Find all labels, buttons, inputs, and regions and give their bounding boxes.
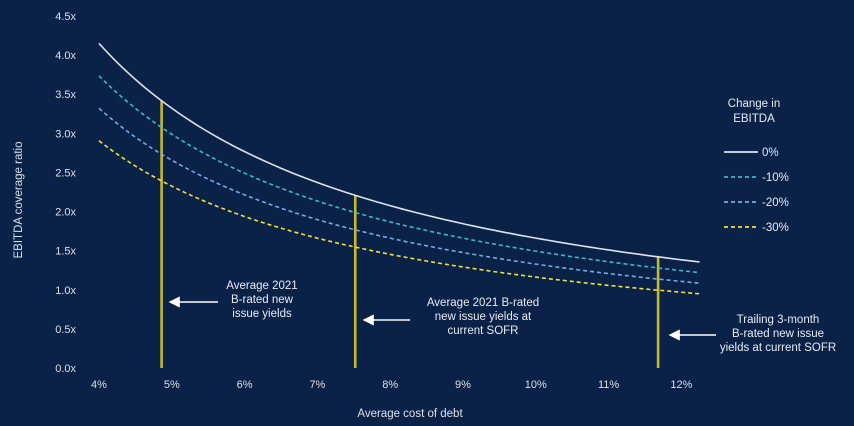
y-tick-label: 0.0x bbox=[55, 363, 76, 375]
x-tick-label: 5% bbox=[164, 379, 180, 391]
y-tick-label: 3.5x bbox=[55, 89, 76, 101]
annotation-line: Trailing 3-month bbox=[737, 314, 820, 326]
annotation-line: current SOFR bbox=[448, 325, 519, 337]
x-tick-label: 8% bbox=[382, 379, 398, 391]
annotation-label-1: Average 2021 B-rated new issue yields bbox=[226, 280, 297, 320]
legend-title-line: EBITDA bbox=[733, 113, 775, 125]
legend-title-line: Change in bbox=[728, 98, 780, 110]
legend-label-1: 0% bbox=[762, 147, 779, 159]
x-tick-label: 4% bbox=[91, 379, 107, 391]
series-line-4 bbox=[98, 140, 700, 295]
x-tick-label: 10% bbox=[525, 379, 547, 391]
x-axis-title: Average cost of debt bbox=[357, 408, 463, 420]
x-tick-label: 7% bbox=[309, 379, 325, 391]
annotation-line: Average 2021 bbox=[226, 280, 297, 292]
annotation-label-3: Trailing 3-month B-rated new issue yields … bbox=[720, 314, 836, 354]
annotation-line: B-rated new issue bbox=[732, 328, 824, 340]
series-line-2 bbox=[98, 75, 700, 274]
y-tick-label: 3.0x bbox=[55, 128, 76, 140]
y-tick-label: 4.0x bbox=[55, 50, 76, 62]
annotation-line: yields at current SOFR bbox=[720, 342, 836, 354]
y-tick-label: 1.0x bbox=[55, 285, 76, 297]
legend-label-2: -10% bbox=[762, 172, 789, 184]
y-tick-label: 1.5x bbox=[55, 246, 76, 258]
x-tick-label: 11% bbox=[598, 379, 619, 391]
y-axis-title: EBITDA coverage ratio bbox=[13, 142, 25, 259]
legend-title: Change in EBITDA bbox=[728, 98, 780, 125]
x-tick-label: 9% bbox=[455, 379, 471, 391]
series-line-1 bbox=[98, 42, 700, 263]
y-tick-label: 2.0x bbox=[55, 207, 76, 219]
y-tick-label: 4.5x bbox=[55, 11, 76, 23]
series-line-3 bbox=[98, 107, 700, 284]
annotation-label-2: Average 2021 B-rated new issue yields at c… bbox=[427, 297, 539, 337]
annotation-line: B-rated new bbox=[231, 294, 294, 306]
annotation-line: issue yields bbox=[232, 308, 292, 320]
x-tick-label: 12% bbox=[670, 379, 692, 391]
x-tick-label: 6% bbox=[237, 379, 253, 391]
legend-label-4: -30% bbox=[762, 222, 789, 234]
y-tick-label: 0.5x bbox=[55, 324, 76, 336]
legend-label-3: -20% bbox=[762, 197, 789, 209]
annotation-line: Average 2021 B-rated bbox=[427, 297, 539, 309]
annotation-line: new issue yields at bbox=[435, 311, 532, 323]
y-tick-label: 2.5x bbox=[55, 167, 76, 179]
